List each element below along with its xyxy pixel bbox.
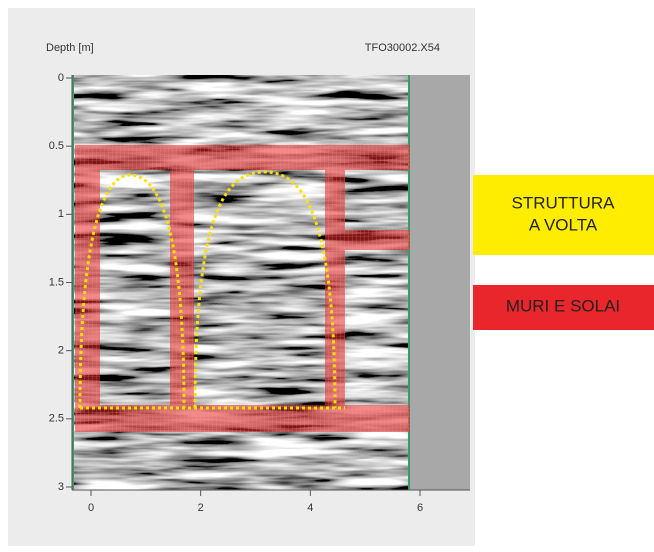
- slab: [345, 230, 410, 250]
- figure: Depth [m] TFO30002.X54 0 0.5 1 1.5 2 2.5 3 0 2 4 6…: [0, 0, 654, 547]
- y-tick-label: 1: [58, 208, 64, 220]
- wall: [170, 170, 194, 405]
- y-tick-label: 2: [58, 345, 64, 357]
- wall: [75, 170, 100, 405]
- y-tick-label: 0: [58, 72, 64, 84]
- legend-label: A VOLTA: [529, 215, 598, 234]
- x-tick-label: 2: [198, 502, 204, 514]
- y-tick-label: 2.5: [49, 413, 64, 425]
- y-tick-label: 1.5: [49, 276, 64, 288]
- x-tick-label: 4: [307, 502, 313, 514]
- legend-label: MURI E SOLAI: [506, 296, 620, 315]
- axis-label: Depth [m]: [46, 42, 94, 54]
- y-tick-label: 0.5: [49, 140, 64, 152]
- x-tick-label: 0: [88, 502, 94, 514]
- page: Depth [m] TFO30002.X54 0 0.5 1 1.5 2 2.5 3 0 2 4 6…: [0, 0, 654, 552]
- x-tick-label: 6: [417, 502, 423, 514]
- legend-label: STRUTTURA: [512, 193, 616, 212]
- y-tick-label: 3: [58, 481, 64, 493]
- slab: [75, 145, 410, 170]
- file-name: TFO30002.X54: [365, 42, 440, 54]
